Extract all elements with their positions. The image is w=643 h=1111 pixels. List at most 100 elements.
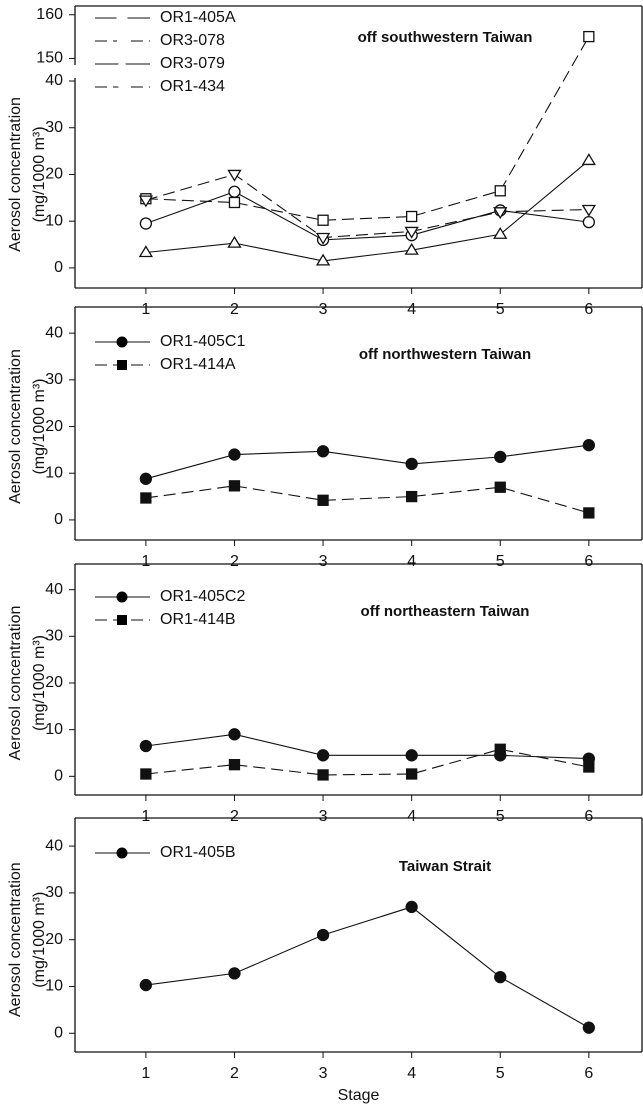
x-tick-label: 1 bbox=[141, 808, 150, 825]
y-tick-label: 20 bbox=[45, 674, 63, 691]
x-label: Stage bbox=[338, 1087, 380, 1104]
marker bbox=[406, 768, 418, 780]
marker bbox=[317, 494, 329, 506]
y-tick-label: 0 bbox=[54, 768, 63, 785]
legend-label: OR1-405C2 bbox=[160, 588, 245, 605]
marker bbox=[494, 185, 506, 197]
series-line bbox=[145, 160, 590, 262]
series-line bbox=[145, 733, 589, 760]
x-tick-label: 3 bbox=[319, 1065, 328, 1082]
x-tick-label: 2 bbox=[230, 301, 239, 318]
marker bbox=[494, 450, 507, 464]
marker bbox=[581, 153, 596, 166]
x-tick-label: 4 bbox=[407, 1065, 416, 1082]
legend-marker bbox=[116, 336, 128, 348]
marker bbox=[493, 207, 508, 220]
series-line bbox=[145, 485, 589, 514]
marker bbox=[316, 928, 330, 942]
x-tick-label: 4 bbox=[407, 808, 416, 825]
y-tick-label: 0 bbox=[54, 1024, 63, 1041]
y-tick-label: 0 bbox=[54, 259, 63, 276]
x-tick-label: 5 bbox=[496, 553, 505, 570]
x-tick-label: 5 bbox=[496, 301, 505, 318]
legend-label: OR1-414B bbox=[160, 611, 236, 628]
marker bbox=[494, 481, 506, 493]
y-label-units: (mg/1000 m³) bbox=[31, 379, 48, 475]
marker bbox=[581, 204, 596, 217]
marker bbox=[583, 761, 595, 773]
legend-marker bbox=[117, 36, 127, 46]
x-tick-label: 4 bbox=[407, 301, 416, 318]
marker bbox=[228, 185, 241, 198]
marker bbox=[405, 457, 418, 471]
marker bbox=[316, 749, 330, 762]
marker bbox=[140, 492, 152, 504]
legend-marker bbox=[116, 12, 128, 24]
legend-marker bbox=[116, 847, 128, 859]
marker bbox=[228, 448, 241, 461]
y-label-units: (mg/1000 m³) bbox=[31, 892, 48, 988]
legend-marker bbox=[116, 58, 128, 68]
y-tick-label: 0 bbox=[54, 511, 63, 528]
y-tick-label: 10 bbox=[45, 464, 63, 481]
legend-label: OR1-434 bbox=[160, 78, 225, 95]
marker bbox=[139, 217, 153, 230]
x-tick-label: 2 bbox=[230, 1065, 239, 1082]
marker bbox=[228, 728, 241, 741]
x-tick-label: 3 bbox=[319, 808, 328, 825]
y-label: Aerosol concentration bbox=[7, 97, 24, 252]
y-tick-label: 150 bbox=[36, 50, 63, 67]
marker bbox=[404, 242, 419, 255]
x-tick-label: 6 bbox=[584, 1065, 593, 1082]
marker bbox=[406, 490, 418, 503]
legend-label: OR1-405A bbox=[160, 9, 236, 26]
marker bbox=[404, 226, 419, 239]
series-line bbox=[145, 444, 589, 480]
y-tick-label: 40 bbox=[45, 837, 63, 854]
marker bbox=[494, 970, 507, 984]
y-tick-label: 20 bbox=[45, 931, 63, 948]
marker bbox=[138, 195, 154, 208]
x-tick-label: 6 bbox=[584, 301, 593, 318]
series-line bbox=[145, 173, 589, 239]
legend-marker bbox=[116, 591, 128, 603]
marker bbox=[317, 214, 329, 226]
y-tick-label: 40 bbox=[45, 72, 63, 89]
marker bbox=[405, 749, 418, 762]
x-tick-label: 2 bbox=[230, 808, 239, 825]
y-tick-label: 40 bbox=[45, 581, 63, 598]
marker bbox=[583, 30, 595, 43]
marker bbox=[227, 169, 242, 182]
x-tick-label: 2 bbox=[230, 553, 239, 570]
marker bbox=[140, 768, 152, 780]
x-tick-label: 5 bbox=[496, 1065, 505, 1082]
x-tick-label: 1 bbox=[141, 1065, 150, 1082]
y-tick-label: 20 bbox=[45, 166, 63, 183]
y-label: Aerosol concentration bbox=[7, 349, 24, 504]
annotation: off northeastern Taiwan bbox=[361, 603, 530, 620]
y-tick-label: 30 bbox=[45, 371, 63, 388]
annotation: off northwestern Taiwan bbox=[359, 346, 531, 363]
y-tick-label: 10 bbox=[45, 212, 63, 229]
y-tick-label: 40 bbox=[45, 324, 63, 341]
marker bbox=[228, 759, 241, 771]
marker bbox=[315, 253, 331, 266]
series-line bbox=[145, 191, 589, 241]
x-tick-label: 1 bbox=[141, 553, 150, 570]
marker bbox=[317, 769, 329, 781]
marker bbox=[493, 227, 508, 239]
marker bbox=[406, 210, 418, 223]
marker bbox=[138, 245, 154, 258]
y-tick-label: 30 bbox=[45, 628, 63, 645]
marker bbox=[582, 439, 595, 452]
legend-label: OR3-078 bbox=[160, 32, 225, 49]
marker bbox=[139, 978, 153, 992]
marker bbox=[583, 507, 595, 519]
legend-label: OR3-079 bbox=[160, 55, 225, 72]
y-tick-label: 30 bbox=[45, 884, 63, 901]
series-line bbox=[145, 748, 589, 776]
annotation: Taiwan Strait bbox=[399, 858, 491, 875]
x-tick-label: 4 bbox=[407, 553, 416, 570]
marker bbox=[582, 215, 595, 229]
